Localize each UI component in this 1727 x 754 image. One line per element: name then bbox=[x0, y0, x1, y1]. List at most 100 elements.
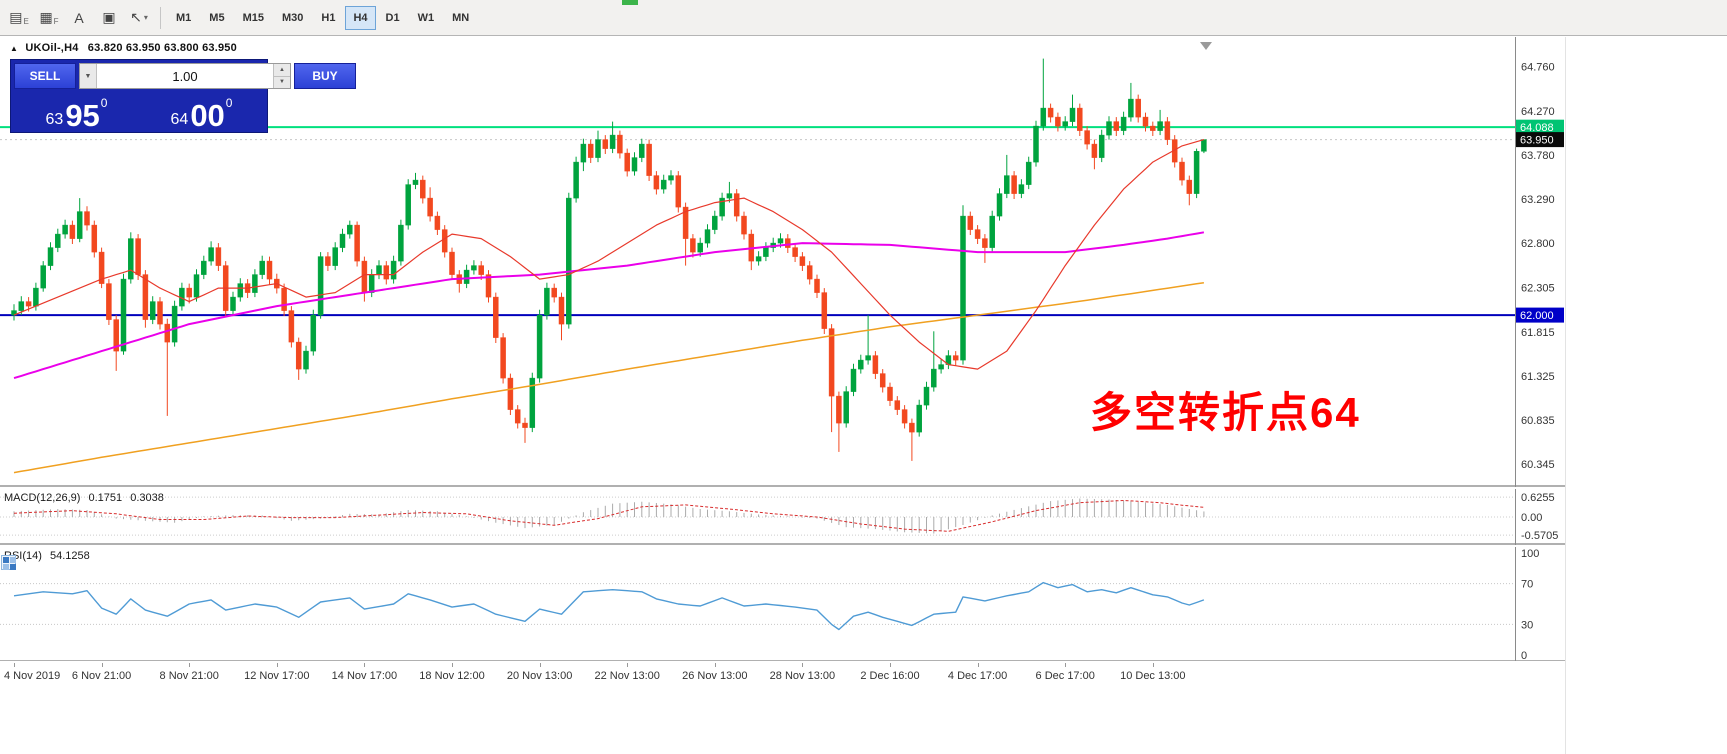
buy-price-sup: 0 bbox=[225, 96, 233, 110]
time-label: 20 Nov 13:00 bbox=[506, 670, 573, 682]
svg-text:62.800: 62.800 bbox=[1521, 238, 1555, 250]
buy-price[interactable]: 64 00 0 bbox=[139, 91, 264, 133]
timeframe-group: M1 M5 M15 M30 H1 H4 D1 W1 MN bbox=[167, 5, 478, 30]
svg-text:0: 0 bbox=[1521, 650, 1527, 661]
letter-a-icon: A bbox=[74, 9, 84, 26]
macd-name: MACD(12,26,9) bbox=[4, 492, 81, 504]
time-tick bbox=[714, 663, 716, 667]
timeframe-button-w1[interactable]: W1 bbox=[417, 11, 435, 24]
timeframe-button-m1[interactable]: M1 bbox=[176, 11, 192, 24]
price-pane[interactable]: 64.760 64.270 63.780 63.290 62.800 62.305 61.8… bbox=[0, 37, 1565, 487]
time-label: 6 Nov 21:00 bbox=[71, 670, 132, 682]
svg-text:64.088: 64.088 bbox=[1520, 122, 1554, 134]
sell-button[interactable]: SELL bbox=[14, 63, 76, 89]
buy-button[interactable]: BUY bbox=[294, 63, 356, 89]
tool-sub-label: E bbox=[23, 17, 29, 26]
text-tool-button[interactable]: A bbox=[65, 5, 93, 31]
volume-dropdown-button[interactable]: ▼ bbox=[80, 64, 97, 88]
time-tick bbox=[14, 663, 15, 667]
buy-price-small: 64 bbox=[170, 111, 189, 128]
text-label-tool-button[interactable]: ▣ bbox=[95, 5, 123, 31]
svg-text:61.325: 61.325 bbox=[1521, 371, 1555, 383]
quote-header: ▲ UKOil-,H4 63.820 63.950 63.800 63.950 bbox=[10, 42, 237, 54]
svg-text:0.6255: 0.6255 bbox=[1521, 492, 1555, 504]
svg-text:0.00: 0.00 bbox=[1521, 512, 1542, 524]
volume-box: ▼ ▲ ▼ bbox=[79, 63, 291, 89]
rsi-value: 54.1258 bbox=[49, 550, 90, 562]
time-label: 10 Dec 13:00 bbox=[1120, 670, 1186, 682]
time-label: 28 Nov 13:00 bbox=[769, 670, 836, 682]
svg-text:62.305: 62.305 bbox=[1521, 283, 1555, 295]
time-label: 22 Nov 13:00 bbox=[594, 670, 660, 682]
text-box-icon: ▣ bbox=[102, 9, 116, 25]
sell-price-big: 95 bbox=[65, 98, 100, 134]
grid-tool-button[interactable]: ▦ F bbox=[35, 5, 63, 31]
macd-signal-value: 0.3038 bbox=[130, 492, 164, 504]
time-label: 4 Dec 17:00 bbox=[947, 670, 1008, 682]
time-label: 18 Nov 12:00 bbox=[419, 670, 485, 682]
chart-window: 64.760 64.270 63.780 63.290 62.800 62.305 61.8… bbox=[0, 37, 1565, 686]
timeframe-button-h1[interactable]: H1 bbox=[321, 11, 336, 24]
time-label: 8 Nov 21:00 bbox=[159, 670, 219, 682]
macd-canvas[interactable]: 0.6255 0.00 -0.5705 bbox=[0, 489, 1565, 545]
timeframe-button-m15[interactable]: M15 bbox=[242, 11, 264, 24]
timeframe-button-h4[interactable]: H4 bbox=[345, 5, 376, 30]
svg-text:64.760: 64.760 bbox=[1521, 62, 1555, 74]
time-tick bbox=[364, 663, 366, 667]
svg-text:64.270: 64.270 bbox=[1521, 106, 1555, 118]
svg-text:63.950: 63.950 bbox=[1520, 135, 1554, 147]
rsi-label: RSI(14) 54.1258 bbox=[4, 550, 95, 562]
rsi-pane[interactable]: 100 70 30 0 RSI(14) 54.1258 bbox=[0, 547, 1565, 661]
time-label: 12 Nov 17:00 bbox=[244, 670, 310, 682]
collapse-panel-icon[interactable]: ▲ bbox=[10, 44, 19, 53]
sell-price[interactable]: 63 95 0 bbox=[14, 91, 139, 133]
time-tick bbox=[1065, 663, 1067, 667]
time-label: 26 Nov 13:00 bbox=[682, 670, 748, 682]
time-tick bbox=[276, 663, 278, 667]
svg-text:100: 100 bbox=[1521, 548, 1539, 560]
time-axis[interactable]: 4 Nov 2019 6 Nov 21:00 8 Nov 21:00 12 Nov 1… bbox=[0, 663, 1565, 686]
time-tick bbox=[802, 663, 804, 667]
clipped-toolbar-icon bbox=[622, 0, 638, 5]
one-click-trading-panel: SELL ▼ ▲ ▼ BUY 63 95 0 bbox=[10, 59, 356, 133]
draw-tool-button[interactable]: ▤ E bbox=[5, 5, 33, 31]
timeframe-button-mn[interactable]: MN bbox=[452, 11, 470, 24]
svg-text:63.290: 63.290 bbox=[1521, 194, 1555, 206]
volume-down-button[interactable]: ▼ bbox=[274, 76, 290, 88]
timeframe-button-m5[interactable]: M5 bbox=[209, 11, 225, 24]
chevron-down-icon: ▾ bbox=[143, 13, 148, 22]
price-chart-canvas[interactable]: 64.760 64.270 63.780 63.290 62.800 62.305 61.8… bbox=[0, 37, 1565, 487]
macd-pane[interactable]: 0.6255 0.00 -0.5705 MACD(12,26,9) 0.1751 0… bbox=[0, 489, 1565, 545]
toolbar: ▤ E ▦ F A ▣ ↖ ▾ M1 M5 M15 M30 H1 H4 D1 W1 MN bbox=[0, 0, 1727, 36]
indicator-window-icon[interactable] bbox=[1, 555, 16, 570]
right-margin bbox=[1565, 37, 1727, 754]
time-tick bbox=[189, 663, 191, 667]
timeframe-button-m30[interactable]: M30 bbox=[281, 11, 304, 24]
svg-text:61.815: 61.815 bbox=[1521, 327, 1555, 339]
symbol-title: UKOil-,H4 bbox=[25, 42, 79, 54]
volume-up-button[interactable]: ▲ bbox=[274, 64, 290, 77]
toolbar-separator bbox=[160, 6, 161, 29]
time-tick bbox=[977, 663, 979, 667]
svg-text:62.000: 62.000 bbox=[1520, 310, 1554, 322]
cursor-tool-button[interactable]: ↖ ▾ bbox=[125, 5, 153, 31]
macd-value: 0.1751 bbox=[88, 492, 123, 504]
sell-price-sup: 0 bbox=[100, 96, 108, 110]
time-tick bbox=[452, 663, 453, 667]
svg-text:-0.5705: -0.5705 bbox=[1521, 530, 1558, 542]
time-tick bbox=[539, 663, 541, 667]
time-tick bbox=[101, 663, 103, 667]
macd-label: MACD(12,26,9) 0.1751 0.3038 bbox=[4, 492, 169, 504]
tool-sub-label: F bbox=[53, 17, 59, 26]
time-tick bbox=[1152, 663, 1154, 667]
time-tick bbox=[627, 663, 629, 667]
buy-price-big: 00 bbox=[190, 98, 225, 134]
timeframe-button-d1[interactable]: D1 bbox=[385, 11, 400, 24]
volume-input[interactable] bbox=[97, 64, 273, 88]
svg-text:30: 30 bbox=[1521, 619, 1533, 631]
rsi-canvas[interactable]: 100 70 30 0 bbox=[0, 547, 1565, 661]
chart-annotation: 多空转折点64 bbox=[1090, 389, 1361, 436]
svg-text:63.780: 63.780 bbox=[1521, 150, 1555, 162]
cursor-icon: ↖ bbox=[130, 9, 142, 25]
